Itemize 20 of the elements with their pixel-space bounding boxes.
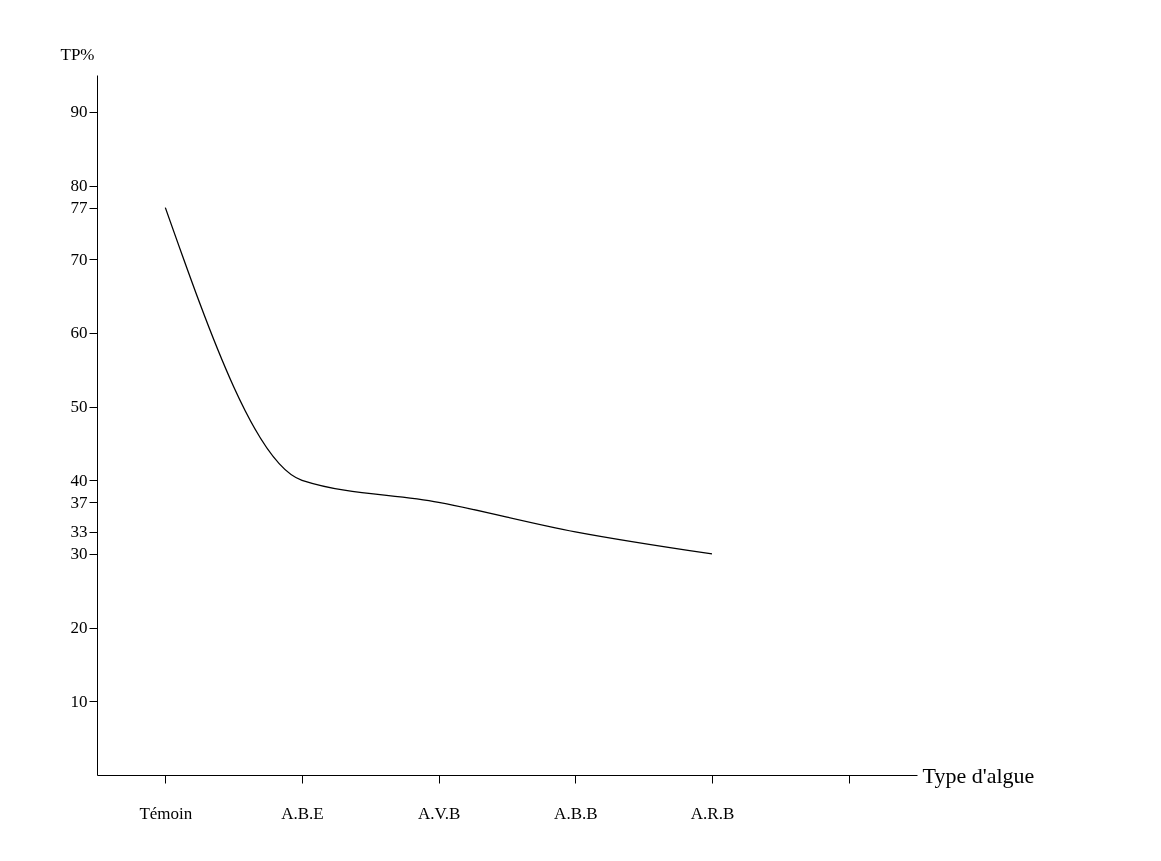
- y-tick-label: 77: [70, 198, 88, 218]
- x-tick-label: A.R.B: [690, 803, 735, 823]
- x-tick-label: A.B.E: [281, 803, 324, 823]
- y-tick-label: 33: [70, 522, 88, 542]
- y-tick-label: 10: [70, 691, 88, 711]
- x-tick-label: Témoin: [139, 803, 193, 823]
- line-series: [164, 206, 713, 555]
- y-tick-label: 80: [70, 176, 88, 196]
- y-tick-label: 70: [70, 249, 88, 269]
- y-tick-label: 37: [70, 492, 88, 512]
- y-tick-label: 50: [70, 397, 88, 417]
- y-axis-title: TP%: [60, 44, 95, 64]
- y-tick-label: 40: [70, 470, 88, 490]
- y-tick-label: 90: [70, 102, 88, 122]
- x-tick-label: A.V.B: [418, 803, 461, 823]
- x-tick-label: A.B.B: [554, 803, 598, 823]
- y-tick-label: 30: [70, 544, 88, 564]
- x-axis-title: Type d'algue: [922, 762, 1035, 788]
- y-tick-label: 20: [70, 618, 88, 638]
- y-tick-label: 60: [70, 323, 88, 343]
